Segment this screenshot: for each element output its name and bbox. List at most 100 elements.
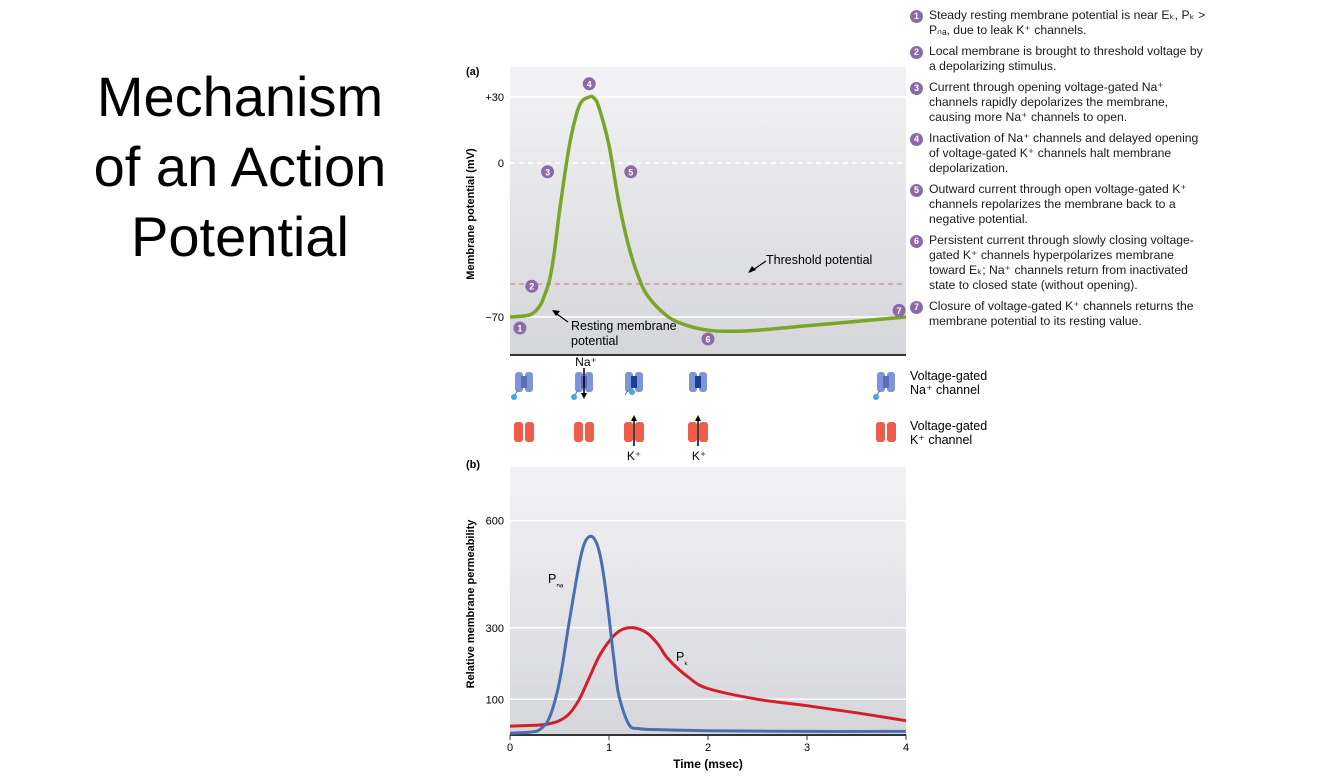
marker-circle (892, 303, 906, 317)
marker-circle (582, 77, 596, 91)
step-number-badge: 1 (910, 10, 923, 23)
step-note-5: 5 Outward current through open voltage-ga… (910, 182, 1210, 227)
marker-number: 5 (628, 167, 633, 177)
step-markers: 1 2 3 4 5 6 7 (513, 77, 906, 346)
step-number-badge: 7 (910, 301, 923, 314)
x-tick-label: 2 (705, 742, 711, 754)
k-channel-subunit (574, 422, 583, 442)
na-channel-icon (571, 368, 593, 400)
resting-label: Resting membrane potential (571, 319, 677, 348)
x-tick-label: 0 (507, 742, 513, 754)
panel-a-y-axis-label: Membrane potential (mV) (465, 148, 477, 280)
k-channel-subunit (887, 422, 896, 442)
k-efflux-arrowhead (631, 415, 637, 421)
step-marker-5: 5 (624, 165, 638, 179)
na-legend-line-1: Voltage-gated (910, 369, 987, 383)
panel-a-label: (a) (466, 66, 480, 78)
k-channel-icon (514, 422, 534, 442)
slide-title-line-2: of an Action (93, 135, 387, 198)
step-marker-6: 6 (701, 332, 715, 346)
step-marker-3: 3 (541, 165, 555, 179)
k-channel-icon (876, 422, 896, 442)
resting-annotation: Resting membrane potential (552, 310, 677, 348)
na-channel-icon (511, 372, 533, 400)
k-channel-subunit (688, 422, 697, 442)
y-tick-label: +30 (485, 92, 504, 104)
k-flux-label-1: K⁺ (627, 449, 641, 463)
y-tick-label: 100 (486, 694, 504, 706)
step-note-1: 1 Steady resting membrane potential is ne… (910, 8, 1210, 38)
inactivation-ball (511, 394, 517, 400)
panel-b-gridlines (510, 519, 906, 701)
panel-a-plot-area (510, 67, 906, 355)
step-marker-7: 7 (892, 303, 906, 317)
step-marker-2: 2 (525, 279, 539, 293)
inactivation-ball (873, 394, 879, 400)
inactivation-ball (571, 394, 577, 400)
threshold-annotation: Threshold potential (748, 253, 872, 273)
step-text: Local membrane is brought to threshold v… (929, 44, 1203, 73)
step-number-badge: 6 (910, 235, 923, 248)
k-legend-line-1: Voltage-gated (910, 419, 987, 433)
y-tick-label: −70 (485, 312, 504, 324)
step-note-2: 2 Local membrane is brought to threshold … (910, 44, 1210, 74)
panel-b-plot-area (510, 467, 906, 735)
k-channel-subunit (876, 422, 885, 442)
k-efflux-arrowhead (695, 415, 701, 421)
slide-title: Mechanism of an Action Potential (60, 62, 420, 272)
x-tick-label: 1 (606, 742, 612, 754)
marker-circle (525, 279, 539, 293)
step-marker-1: 1 (513, 321, 527, 335)
panel-b-label: (b) (466, 459, 480, 471)
step-text: Current through opening voltage-gated Na… (929, 80, 1169, 124)
k-channel-subunit (699, 422, 708, 442)
step-note-7: 7 Closure of voltage-gated K⁺ channels re… (910, 299, 1210, 329)
y-tick-label: 600 (486, 516, 504, 528)
panel-a-gridlines (510, 96, 906, 318)
marker-number: 2 (529, 282, 534, 292)
na-channel-icon (873, 372, 895, 400)
marker-number: 3 (545, 167, 550, 177)
na-channel-gate (883, 376, 889, 388)
step-number-badge: 2 (910, 46, 923, 59)
k-legend-line-2: K⁺ channel (910, 433, 972, 447)
na-channel-icon (689, 372, 707, 392)
marker-circle (624, 165, 638, 179)
na-channel-icon (624, 372, 643, 396)
k-channel-subunit (525, 422, 534, 442)
na-flux-label: Na⁺ (575, 355, 597, 369)
inactivation-tether (876, 389, 881, 396)
k-channel-subunit (585, 422, 594, 442)
y-tick-label: 0 (498, 158, 504, 170)
step-number-badge: 5 (910, 184, 923, 197)
marker-circle (513, 321, 527, 335)
k-channel-icon (688, 415, 708, 446)
step-note-6: 6 Persistent current through slowly closi… (910, 233, 1210, 293)
voltage-trace (509, 94, 907, 334)
y-tick-label: 300 (486, 623, 504, 635)
step-number-badge: 3 (910, 82, 923, 95)
marker-number: 6 (705, 335, 710, 345)
pk-series-label: Pₖ (676, 650, 688, 667)
marker-number: 7 (897, 306, 902, 316)
inactivation-tether (574, 389, 579, 396)
slide-title-line-3: Potential (131, 205, 349, 268)
x-tick-label: 3 (804, 742, 810, 754)
na-influx-arrowhead (581, 393, 587, 399)
panel-b-x-ticks: 0 1 2 3 4 (507, 735, 909, 754)
na-channel-gate (521, 376, 527, 388)
pna-series-label: Pₙₐ (548, 572, 564, 589)
pk-trace (509, 626, 907, 728)
k-channel-icon (574, 422, 594, 442)
step-note-3: 3 Current through opening voltage-gated N… (910, 80, 1210, 125)
inactivation-tether (624, 389, 629, 396)
na-channel-gate (631, 376, 637, 388)
panel-b-y-axis-label: Relative membrane permeability (465, 519, 477, 689)
slide-title-line-1: Mechanism (96, 65, 384, 128)
step-text: Persistent current through slowly closin… (929, 233, 1194, 292)
marker-number: 4 (587, 79, 592, 89)
step-marker-4: 4 (582, 77, 596, 91)
inactivation-ball (629, 389, 635, 395)
na-channel-gate (695, 376, 701, 388)
